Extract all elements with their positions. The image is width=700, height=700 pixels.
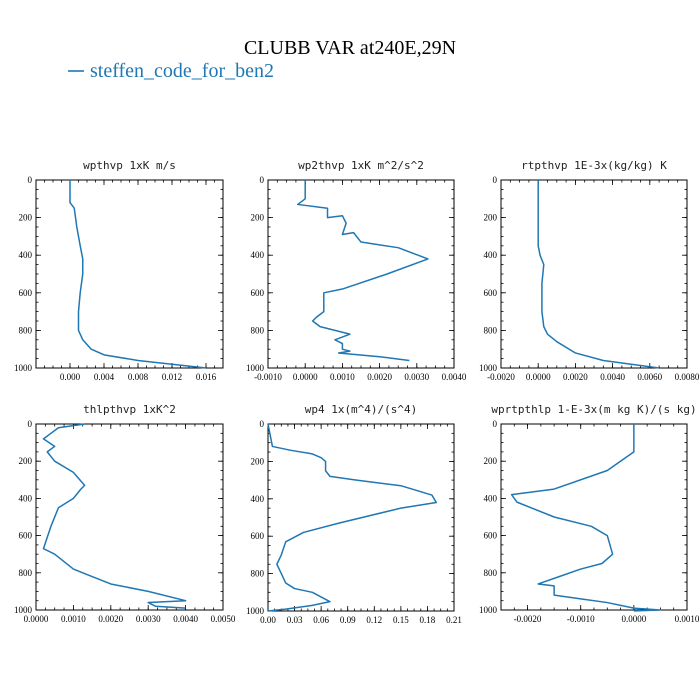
y-tick-label: 600 (484, 531, 498, 541)
panel-4: thlpthvp 1xK^2 0.0000 0.0010 0.0020 0.0030 0.… (14, 403, 236, 624)
y-tick-label: 1000 (246, 363, 265, 373)
y-tick-label: 0 (493, 419, 498, 429)
x-tick-label: 0.0000 (621, 614, 646, 624)
x-tick-label: -0.0010 (254, 372, 282, 382)
y-tick-label: 400 (19, 250, 33, 260)
panel-title: wpthvp 1xK m/s (83, 159, 176, 172)
panel-frame (267, 179, 455, 369)
x-tick-label: 0.0060 (637, 372, 662, 382)
y-tick-label: 0 (28, 175, 33, 185)
y-tick-label: 200 (484, 456, 498, 466)
panel-frame (35, 423, 224, 611)
y-tick-label: 600 (19, 288, 33, 298)
x-tick-label: 0.0040 (173, 614, 198, 624)
y-tick-label: 1000 (479, 605, 498, 615)
y-tick-label: 800 (251, 325, 265, 335)
y-tick-label: 0 (493, 175, 498, 185)
panel-1: wpthvp 1xK m/s 0.000 0.004 0.008 0.012 0.016 0… (14, 159, 224, 382)
panel-title: wprtpthlp 1-E-3x(m kg K)/(s kg) (491, 403, 696, 416)
y-tick-label: 200 (19, 456, 33, 466)
x-tick-label: 0.15 (393, 615, 409, 625)
y-tick-label: 1000 (479, 363, 498, 373)
y-tick-label: 400 (484, 250, 498, 260)
panel-title: wp2thvp 1xK m^2/s^2 (298, 159, 424, 172)
y-tick-label: 400 (484, 493, 498, 503)
x-tick-label: 0.0000 (293, 372, 318, 382)
y-tick-label: 600 (19, 531, 33, 541)
y-tick-label: 200 (251, 213, 265, 223)
x-tick-label: 0.0010 (330, 372, 355, 382)
x-tick-label: 0.00 (260, 615, 276, 625)
x-tick-label: 0.06 (313, 615, 329, 625)
x-tick-label: 0.0030 (136, 614, 161, 624)
panel-frame (267, 423, 455, 612)
y-tick-label: 400 (251, 494, 265, 504)
panel-6: wprtpthlp 1-E-3x(m kg K)/(s kg) -0.0020 -0… (479, 403, 700, 624)
y-tick-label: 800 (19, 568, 33, 578)
x-tick-label: 0.09 (340, 615, 356, 625)
x-tick-label: 0.0000 (24, 614, 49, 624)
panel-frame (35, 179, 224, 369)
x-tick-label: -0.0010 (567, 614, 595, 624)
x-tick-label: 0.0000 (526, 372, 551, 382)
x-tick-label: -0.0020 (514, 614, 542, 624)
series-line (69, 180, 207, 369)
legend-label: steffen_code_for_ben2 (90, 60, 274, 82)
panels: wpthvp 1xK m/s0.000 0.004 0.008 0.012 0.0160… (14, 159, 700, 625)
x-tick-label: 0.016 (196, 372, 217, 382)
x-tick-label: 0.0020 (367, 372, 392, 382)
panel-2: wp2thvp 1xK m^2/s^2 -0.0010 0.0000 0.0010 0.… (246, 159, 467, 382)
panel-title: rtpthvp 1E-3x(kg/kg) K (521, 159, 667, 172)
y-tick-label: 600 (251, 288, 265, 298)
panel-3: rtpthvp 1E-3x(kg/kg) K -0.0020 0.0000 0.002… (479, 159, 700, 382)
x-tick-label: 0.0010 (61, 614, 86, 624)
y-tick-label: 1000 (246, 606, 265, 616)
y-tick-label: 800 (19, 325, 33, 335)
y-tick-label: 400 (19, 493, 33, 503)
y-tick-label: 1000 (14, 363, 33, 373)
y-tick-label: 200 (251, 456, 265, 466)
y-tick-label: 800 (484, 568, 498, 578)
x-tick-label: 0.12 (366, 615, 382, 625)
y-tick-label: 600 (251, 531, 265, 541)
panel-title: wp4 1x(m^4)/(s^4) (305, 403, 418, 416)
figure-title: CLUBB VAR at240E,29N (244, 37, 456, 59)
y-tick-label: 0 (260, 175, 265, 185)
y-tick-label: 1000 (14, 605, 33, 615)
y-tick-label: 800 (251, 569, 265, 579)
x-tick-label: 0.0040 (600, 372, 625, 382)
panel-frame (500, 179, 688, 369)
y-tick-label: 0 (260, 419, 265, 429)
x-tick-label: 0.21 (446, 615, 462, 625)
x-tick-label: 0.0080 (675, 372, 700, 382)
panel-frame (500, 423, 688, 611)
x-tick-label: 0.03 (287, 615, 303, 625)
x-tick-label: 0.008 (128, 372, 149, 382)
y-tick-label: 400 (251, 250, 265, 260)
series-line (537, 180, 660, 369)
x-tick-label: 0.000 (60, 372, 81, 382)
x-tick-label: -0.0020 (487, 372, 515, 382)
panel-title: thlpthvp 1xK^2 (83, 403, 176, 416)
y-tick-label: 800 (484, 325, 498, 335)
x-tick-label: 0.0020 (98, 614, 123, 624)
x-tick-label: 0.0020 (563, 372, 588, 382)
x-tick-label: 0.0050 (211, 614, 236, 624)
x-tick-label: 0.18 (420, 615, 436, 625)
x-tick-label: 0.012 (162, 372, 182, 382)
x-tick-label: 0.0030 (404, 372, 429, 382)
y-tick-label: 600 (484, 288, 498, 298)
series-line (42, 423, 187, 609)
y-tick-label: 0 (28, 419, 33, 429)
y-tick-label: 200 (19, 213, 33, 223)
x-tick-label: 0.004 (94, 372, 115, 382)
panel-5: wp4 1x(m^4)/(s^4) 0.00 0.03 0.06 0.09 0.12 0.1… (246, 403, 462, 625)
series-line (267, 423, 438, 612)
series-line (297, 180, 429, 362)
series-line (510, 424, 662, 612)
x-tick-label: 0.0040 (442, 372, 467, 382)
x-tick-label: 0.0010 (675, 614, 700, 624)
y-tick-label: 200 (484, 213, 498, 223)
